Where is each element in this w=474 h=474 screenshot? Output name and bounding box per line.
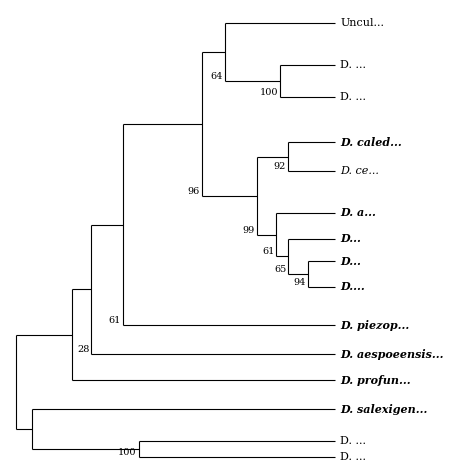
Text: Uncul...: Uncul...: [340, 18, 384, 28]
Text: 28: 28: [77, 346, 89, 355]
Text: 92: 92: [274, 162, 286, 171]
Text: D...: D...: [340, 233, 361, 244]
Text: 99: 99: [243, 226, 255, 235]
Text: 100: 100: [260, 88, 278, 97]
Text: 64: 64: [211, 72, 223, 81]
Text: D. salexigen...: D. salexigen...: [340, 403, 428, 414]
Text: 96: 96: [187, 187, 200, 196]
Text: D. ...: D. ...: [340, 60, 366, 70]
Text: 65: 65: [274, 265, 286, 274]
Text: D. ...: D. ...: [340, 452, 366, 462]
Text: D. profun...: D. profun...: [340, 374, 411, 385]
Text: 94: 94: [293, 278, 306, 287]
Text: D. ce...: D. ce...: [340, 166, 379, 176]
Text: D. a...: D. a...: [340, 208, 376, 219]
Text: 100: 100: [118, 448, 137, 457]
Text: D. aespoeensis...: D. aespoeensis...: [340, 349, 444, 360]
Text: 61: 61: [262, 247, 274, 256]
Text: D. ...: D. ...: [340, 92, 366, 102]
Text: D....: D....: [340, 282, 365, 292]
Text: D. ...: D. ...: [340, 436, 366, 446]
Text: D...: D...: [340, 255, 361, 266]
Text: D. caled...: D. caled...: [340, 137, 402, 148]
Text: D. piezop...: D. piezop...: [340, 320, 410, 331]
Text: 61: 61: [109, 317, 121, 326]
